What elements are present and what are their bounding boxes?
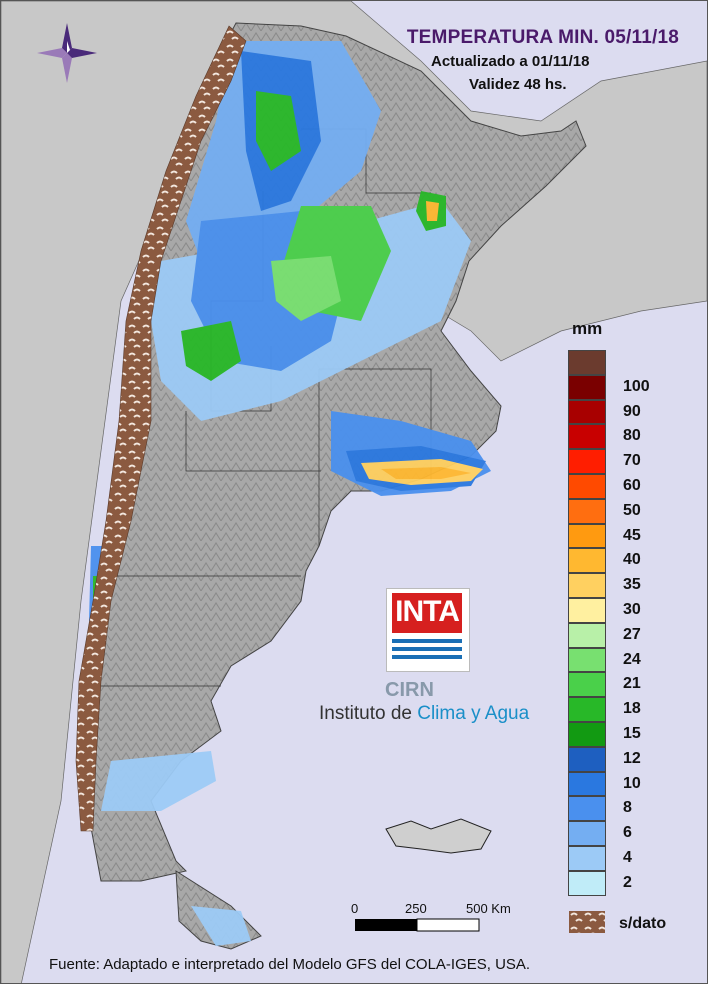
legend-label: 90	[623, 402, 641, 420]
legend-label: 100	[623, 377, 650, 395]
legend-label: 80	[623, 427, 641, 445]
legend-label: 12	[623, 749, 641, 767]
legend-label: 21	[623, 675, 641, 693]
legend-swatch	[568, 722, 606, 747]
legend-label: 15	[623, 725, 641, 742]
legend-swatch	[568, 424, 606, 450]
inta-logo-text: INTA	[395, 595, 460, 628]
legend-label: 70	[623, 452, 641, 470]
legend-label: 35	[623, 576, 641, 594]
compass-rose	[37, 23, 97, 83]
legend-label: 50	[623, 501, 641, 519]
legend-label: 8	[623, 799, 632, 817]
legend-swatch	[568, 870, 606, 896]
legend-swatch	[568, 697, 606, 722]
legend-label: 24	[623, 650, 641, 668]
legend-swatch	[568, 796, 606, 822]
inta-logo: INTA	[386, 588, 470, 672]
legend-swatch	[568, 647, 606, 673]
legend-swatch	[568, 821, 606, 846]
legend-swatch	[568, 474, 606, 499]
scale-bar	[355, 918, 480, 932]
legend-swatch	[568, 573, 606, 598]
legend-label: 30	[623, 601, 641, 618]
legend-label: 27	[623, 625, 641, 643]
legend-label: 45	[623, 526, 641, 544]
legend-swatch	[568, 449, 606, 474]
cirn-logo-text: CIRN	[385, 679, 434, 701]
legend-unit: mm	[572, 319, 603, 338]
updated-date: Actualizado a 01/11/18	[431, 53, 590, 70]
scale-label-250: 250	[405, 901, 427, 916]
institute-name: Instituto de Clima y Agua	[319, 703, 530, 724]
legend-swatch	[568, 598, 606, 623]
legend-label: 2	[623, 873, 632, 891]
legend-swatch	[568, 498, 606, 524]
legend-swatch	[568, 548, 606, 574]
map-title: TEMPERATURA MIN. 05/11/18	[406, 27, 679, 48]
legend-swatch	[568, 622, 606, 648]
no-data-label: s/dato	[619, 915, 667, 932]
scale-label-0: 0	[351, 901, 359, 916]
legend-swatch	[568, 374, 606, 400]
legend-swatch	[568, 350, 606, 375]
legend-swatch	[568, 399, 606, 425]
legend-swatch	[568, 523, 606, 549]
legend-label: 4	[623, 849, 632, 866]
malvinas-islands	[385, 818, 492, 854]
scale-label-500: 500 Km	[466, 901, 511, 916]
validity-label: Validez 48 hs.	[469, 76, 567, 93]
no-data-andes	[75, 25, 247, 832]
legend-label: 6	[623, 824, 632, 842]
legend-swatch	[568, 846, 606, 871]
legend-swatch	[568, 672, 606, 698]
legend-label: 40	[623, 551, 641, 569]
source-footer: Fuente: Adaptado e interpretado del Mode…	[49, 956, 531, 973]
legend-label: 10	[623, 774, 641, 792]
no-data-swatch	[569, 911, 605, 933]
legend-label: 60	[623, 477, 641, 494]
legend-swatch	[568, 746, 606, 772]
legend-label: 18	[623, 700, 641, 718]
no-data-pattern	[569, 911, 605, 933]
legend-swatch	[568, 771, 606, 797]
